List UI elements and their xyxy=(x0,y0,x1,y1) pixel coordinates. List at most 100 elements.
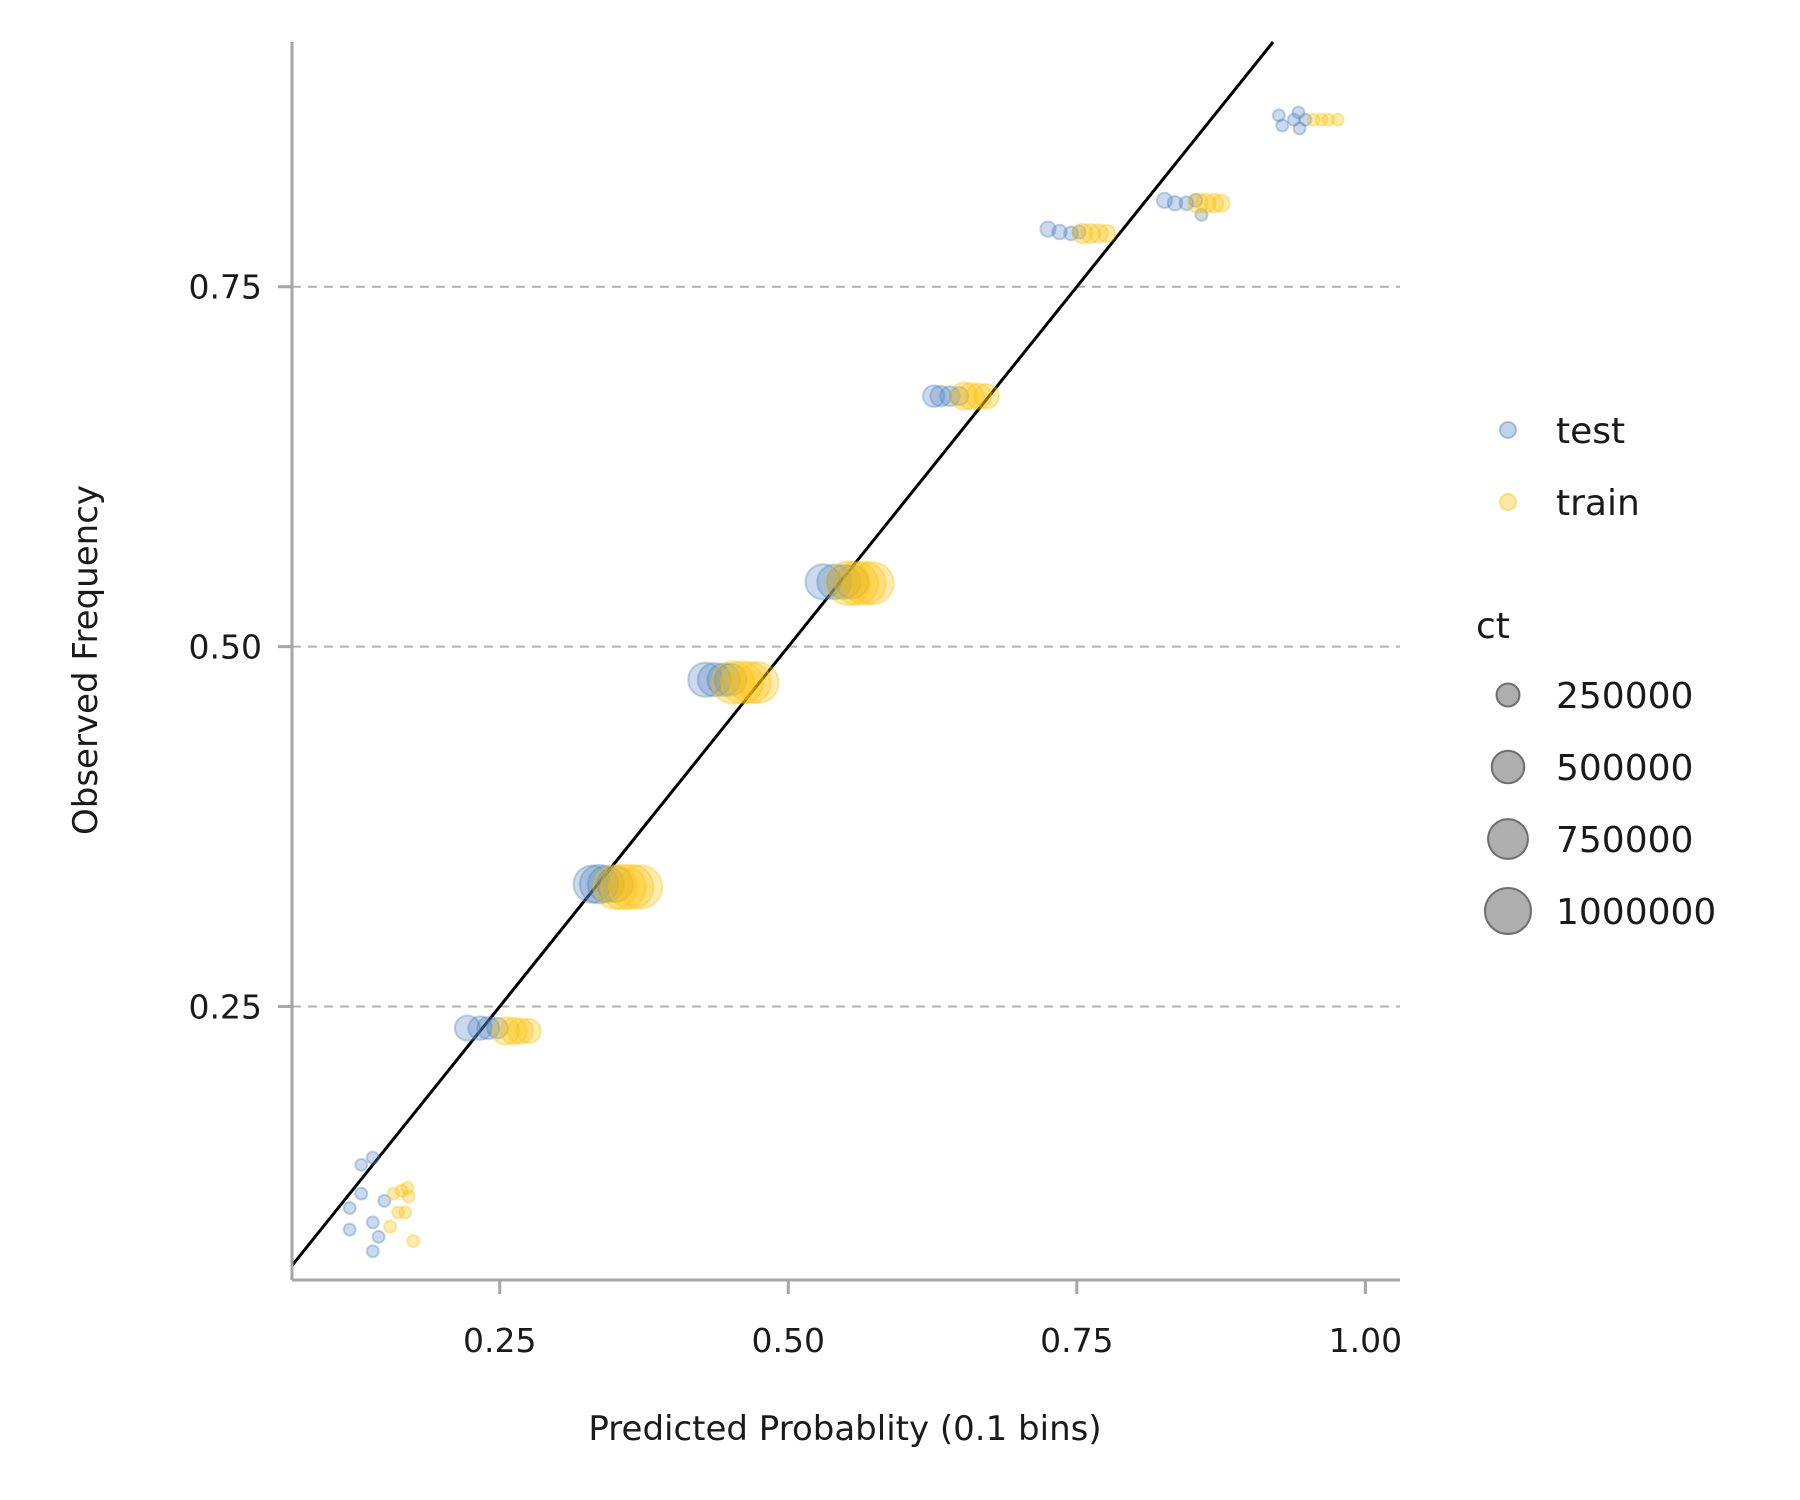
point-test xyxy=(1194,207,1209,222)
point-test xyxy=(1286,112,1301,127)
point-test xyxy=(1271,108,1286,123)
point-train xyxy=(973,382,1000,410)
axis-ticks: 0.25 0.50 0.75 0.25 0.50 0.75 1.00 xyxy=(189,268,1403,1360)
legend-size-label: 750000 xyxy=(1556,820,1693,861)
point-test xyxy=(713,662,748,697)
point-test xyxy=(377,1193,392,1208)
point-train xyxy=(383,1219,398,1234)
point-test xyxy=(1063,225,1079,242)
point-train xyxy=(1187,192,1209,214)
legend-label-train: train xyxy=(1556,483,1640,524)
point-train xyxy=(1211,193,1231,213)
point-train xyxy=(1314,112,1329,127)
point-train xyxy=(599,863,647,911)
point-train xyxy=(400,1180,415,1195)
legend-size-title: ct xyxy=(1476,606,1510,647)
legend-size-marker xyxy=(1490,749,1526,785)
point-train xyxy=(720,660,765,705)
legend-size-marker xyxy=(1487,818,1529,860)
point-train xyxy=(506,1017,535,1045)
point-test xyxy=(572,864,612,904)
point-train xyxy=(398,1205,413,1220)
point-train xyxy=(728,661,772,705)
point-train xyxy=(1088,223,1109,244)
point-train xyxy=(1306,112,1321,127)
point-train xyxy=(401,1189,416,1204)
point-test xyxy=(939,385,961,407)
point-test xyxy=(354,1186,369,1201)
legend-size-entries: 250000 500000 750000 1000000 xyxy=(1484,676,1716,935)
point-train xyxy=(499,1016,528,1046)
point-train xyxy=(1330,112,1345,127)
y-axis-title: Observed Frequency xyxy=(66,485,106,835)
point-test xyxy=(342,1222,357,1237)
point-test xyxy=(578,863,620,905)
point-test xyxy=(921,384,946,408)
point-train xyxy=(1321,112,1336,127)
data-points xyxy=(342,105,1345,1259)
point-train xyxy=(965,382,993,410)
y-tick-label: 0.75 xyxy=(189,268,262,307)
point-test xyxy=(365,1150,380,1165)
point-train xyxy=(515,1017,542,1045)
grid-lines xyxy=(292,285,1400,1008)
point-test xyxy=(1275,118,1290,133)
legend-size-marker xyxy=(1495,682,1521,708)
y-tick-label: 0.25 xyxy=(189,987,262,1026)
point-train xyxy=(391,1205,406,1220)
y-tick-label: 0.50 xyxy=(189,628,262,667)
reference-line-layer xyxy=(290,41,1275,1267)
point-train xyxy=(1080,222,1102,244)
point-train xyxy=(850,561,895,606)
point-test xyxy=(696,662,733,698)
legend-size-marker xyxy=(1484,887,1532,935)
point-train xyxy=(592,864,638,910)
point-train xyxy=(1203,193,1225,214)
x-tick-label: 0.50 xyxy=(752,1321,825,1360)
x-axis-title: Predicted Probablity (0.1 bins) xyxy=(588,1409,1101,1449)
point-train xyxy=(394,1183,409,1198)
point-train xyxy=(608,863,655,911)
point-test xyxy=(354,1157,369,1172)
point-train xyxy=(490,1016,521,1046)
point-train xyxy=(1097,223,1117,244)
point-test xyxy=(1071,224,1087,240)
point-train xyxy=(1195,192,1217,214)
point-test xyxy=(365,1215,380,1230)
point-test xyxy=(453,1014,482,1042)
series-train xyxy=(383,112,1345,1249)
point-train xyxy=(833,560,879,606)
point-test xyxy=(816,563,853,601)
point-test xyxy=(586,865,626,904)
point-test xyxy=(706,662,741,697)
point-test xyxy=(1039,220,1057,238)
point-train xyxy=(825,560,872,607)
point-test xyxy=(1166,194,1184,212)
x-tick-label: 0.25 xyxy=(463,1321,536,1360)
point-test xyxy=(948,385,970,407)
point-test xyxy=(596,865,634,903)
point-train xyxy=(842,560,887,606)
x-tick-label: 0.75 xyxy=(1040,1321,1113,1360)
point-train xyxy=(406,1234,421,1249)
point-test xyxy=(834,564,870,600)
point-test xyxy=(467,1015,493,1041)
point-test xyxy=(687,661,724,698)
point-test xyxy=(365,1244,380,1259)
point-train xyxy=(736,661,780,704)
point-test xyxy=(476,1016,501,1041)
legend-color-entries: test train xyxy=(1499,411,1640,524)
point-test xyxy=(342,1201,357,1216)
legend-marker-train xyxy=(1499,493,1517,511)
point-test xyxy=(1291,105,1306,120)
point-test xyxy=(929,384,952,408)
point-train xyxy=(956,382,985,411)
legend-label-test: test xyxy=(1556,411,1625,452)
legend-size-label: 500000 xyxy=(1556,748,1693,789)
reference-line xyxy=(290,41,1275,1267)
point-test xyxy=(1292,121,1307,136)
point-test xyxy=(371,1229,386,1244)
x-tick-label: 1.00 xyxy=(1329,1321,1402,1360)
legend-marker-test xyxy=(1499,421,1517,439)
point-train xyxy=(386,1186,401,1201)
